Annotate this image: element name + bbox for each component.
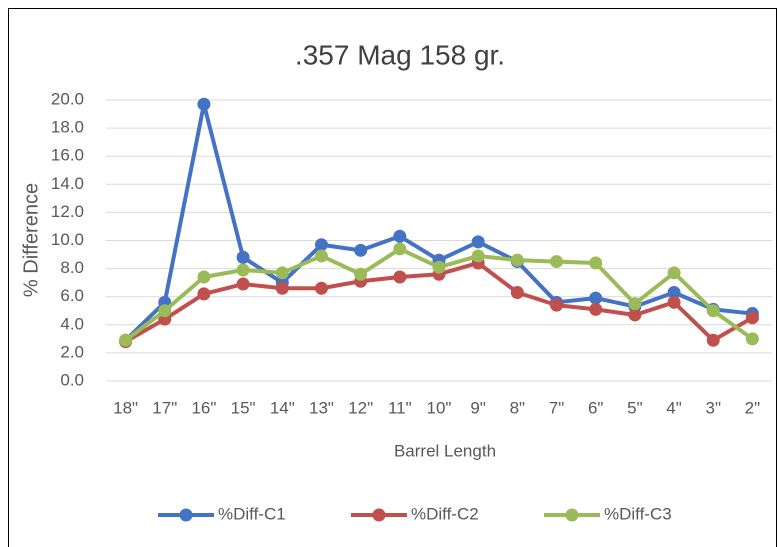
x-tick-label: 10"	[427, 398, 452, 417]
x-tick-label: 8"	[510, 398, 526, 417]
y-tick-label: 12.0	[51, 202, 84, 221]
y-tick-label: 10.0	[51, 230, 84, 249]
x-tick-label: 18"	[113, 398, 138, 417]
data-point	[667, 266, 681, 280]
x-tick-label: 3"	[705, 398, 721, 417]
data-point	[745, 311, 759, 325]
data-point	[197, 97, 211, 111]
x-tick-label: 2"	[745, 398, 761, 417]
y-tick-label: 18.0	[51, 118, 84, 137]
x-tick-label: 7"	[549, 398, 565, 417]
data-point	[589, 291, 603, 305]
y-tick-label: 8.0	[60, 258, 84, 277]
data-point	[628, 297, 642, 311]
data-point	[550, 298, 564, 312]
x-tick-label: 5"	[627, 398, 643, 417]
x-tick-label: 14"	[270, 398, 295, 417]
x-axis-label: Barrel Length	[394, 441, 496, 460]
x-tick-label: 6"	[588, 398, 604, 417]
data-point	[354, 243, 368, 257]
data-point	[314, 281, 328, 295]
data-point	[393, 270, 407, 284]
y-tick-label: 4.0	[60, 314, 84, 333]
data-point	[197, 287, 211, 301]
data-point	[275, 281, 289, 295]
data-point	[667, 285, 681, 299]
x-tick-label: 17"	[152, 398, 177, 417]
y-tick-label: 6.0	[60, 286, 84, 305]
legend-label: %Diff-C3	[604, 504, 672, 523]
data-point	[589, 256, 603, 270]
data-point	[236, 263, 250, 277]
data-point	[314, 249, 328, 263]
y-tick-label: 0.0	[60, 370, 84, 389]
data-point	[275, 266, 289, 280]
legend-marker	[179, 508, 193, 522]
data-point	[706, 333, 720, 347]
data-point	[236, 277, 250, 291]
data-point	[510, 285, 524, 299]
data-point	[628, 308, 642, 322]
data-point	[314, 238, 328, 252]
data-point	[158, 304, 172, 318]
x-tick-label: 15"	[231, 398, 256, 417]
data-point	[197, 270, 211, 284]
legend-label: %Diff-C1	[218, 504, 286, 523]
data-point	[550, 255, 564, 269]
y-tick-label: 20.0	[51, 89, 84, 108]
x-tick-label: 16"	[191, 398, 216, 417]
chart-title: .357 Mag 158 gr.	[295, 39, 505, 70]
x-tick-label: 12"	[348, 398, 373, 417]
y-axis-label: % Difference	[20, 183, 42, 297]
data-point	[589, 302, 603, 316]
data-point	[119, 333, 133, 347]
data-point	[393, 229, 407, 243]
data-point	[471, 235, 485, 249]
data-point	[471, 249, 485, 263]
data-point	[510, 253, 524, 267]
legend-label: %Diff-C2	[411, 504, 479, 523]
y-tick-label: 16.0	[51, 146, 84, 165]
data-point	[354, 267, 368, 281]
data-point	[745, 332, 759, 346]
data-point	[432, 260, 446, 274]
data-point	[236, 250, 250, 264]
x-tick-label: 9"	[470, 398, 486, 417]
legend-marker	[372, 508, 386, 522]
x-tick-label: 11"	[388, 398, 412, 417]
legend-marker	[565, 508, 579, 522]
y-tick-label: 2.0	[60, 342, 84, 361]
x-tick-label: 13"	[309, 398, 334, 417]
x-tick-label: 4"	[666, 398, 682, 417]
y-tick-label: 14.0	[51, 174, 84, 193]
data-point	[393, 242, 407, 256]
data-point	[706, 304, 720, 318]
data-point	[667, 295, 681, 309]
